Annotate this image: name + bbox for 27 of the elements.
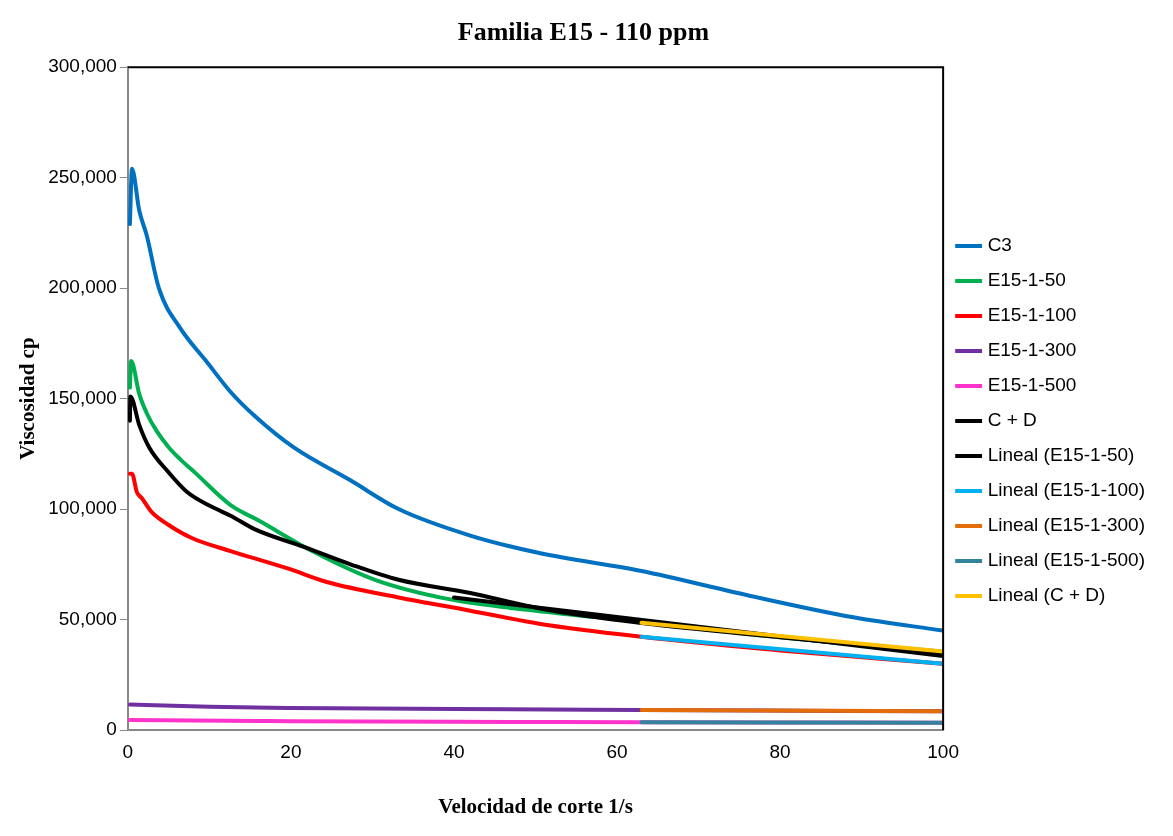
x-tick-label: 40 [443,740,465,762]
legend-label: C + D [987,409,1037,431]
legend-label: E15-1-50 [987,269,1066,291]
y-tick-label: 250,000 [48,165,117,187]
legend-label: Lineal (E15-1-50) [987,444,1135,466]
legend-label: Lineal (C + D) [987,584,1106,606]
legend-label: Lineal (E15-1-300) [987,514,1145,536]
legend-label: Lineal (E15-1-100) [987,479,1145,501]
y-tick-label: 50,000 [58,607,117,629]
legend-label: E15-1-100 [987,304,1077,326]
y-tick-label: 200,000 [48,276,117,298]
chart-title: Familia E15 - 110 ppm [457,17,710,47]
x-axis-title: Velocidad de corte 1/s [438,793,633,818]
x-tick-label: 0 [122,740,134,762]
y-tick-label: 300,000 [48,55,117,77]
x-tick-label: 20 [280,740,302,762]
y-tick-label: 100,000 [48,497,117,519]
legend-label: E15-1-300 [987,339,1077,361]
legend-label: Lineal (E15-1-500) [987,549,1145,571]
y-axis-title: Viscosidad cp [15,337,40,460]
x-tick-label: 80 [769,740,791,762]
x-tick-label: 60 [606,740,628,762]
legend-label: E15-1-500 [987,374,1077,396]
y-tick-label: 150,000 [48,386,117,408]
legend-label: C3 [987,234,1012,256]
y-tick-label: 0 [106,718,117,740]
x-tick-label: 100 [927,740,959,762]
